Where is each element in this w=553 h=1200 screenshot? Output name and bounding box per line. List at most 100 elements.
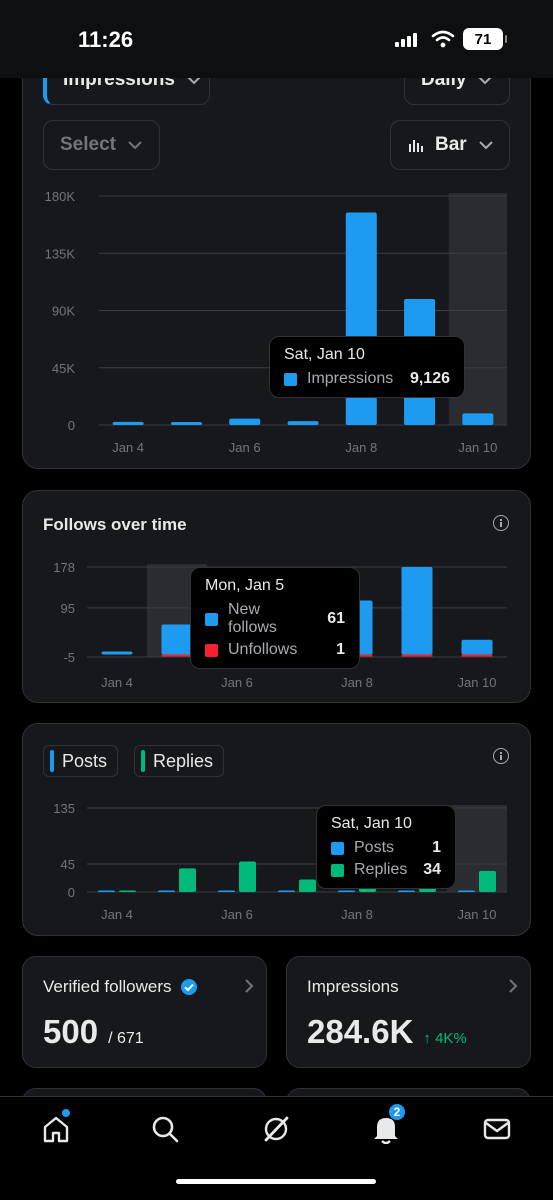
x-tick-label: Jan 8	[345, 440, 377, 455]
tooltip-value: 34	[423, 861, 441, 878]
y-tick-label: -5	[63, 650, 75, 665]
posts-color-mark	[50, 750, 54, 772]
highlight-column	[447, 805, 507, 892]
legend-replies-chip[interactable]: Replies	[134, 745, 225, 777]
legend-posts-chip[interactable]: Posts	[43, 745, 119, 777]
y-tick-label: 180K	[45, 189, 76, 204]
chevron-right-icon	[509, 979, 518, 993]
card-title: Follows over time	[43, 515, 187, 534]
x-tick-label: Jan 6	[221, 675, 253, 690]
verified-followers-title: Verified followers	[43, 977, 172, 996]
x-tick-label: Jan 4	[112, 440, 144, 455]
bar-impressions	[170, 422, 202, 425]
chevron-down-icon	[187, 75, 201, 84]
x-tick-label: Jan 10	[458, 440, 497, 455]
mail-icon	[483, 1118, 511, 1140]
verified-followers-total: / 671	[108, 1030, 144, 1047]
y-tick-label: 45	[61, 857, 75, 872]
tooltip-value: 1	[432, 839, 441, 856]
y-tick-label: 45K	[52, 361, 75, 376]
info-icon[interactable]	[493, 515, 509, 531]
nav-messages[interactable]	[477, 1111, 517, 1147]
bar-replies	[299, 879, 316, 892]
bar-replies	[479, 870, 496, 892]
x-tick-label: Jan 10	[457, 675, 496, 690]
chart-type-dropdown[interactable]: Bar	[390, 120, 510, 170]
tooltip-label: Unfollows	[228, 641, 298, 658]
y-tick-label: 90K	[52, 304, 75, 319]
bar-replies	[119, 890, 136, 892]
chevron-down-icon	[128, 140, 142, 149]
bar-impressions	[287, 421, 319, 425]
info-icon[interactable]	[493, 748, 509, 764]
search-icon	[152, 1116, 179, 1143]
select-dropdown[interactable]: Select	[43, 120, 160, 170]
bar-unfollows	[401, 654, 433, 657]
impressions-stat-card[interactable]: Impressions 284.6K ↑ 4K%	[286, 956, 531, 1068]
legend-posts-label: Posts	[62, 750, 108, 771]
chevron-right-icon	[245, 979, 254, 993]
bar-posts	[398, 890, 415, 892]
tooltip-label: Replies	[354, 861, 408, 878]
stat-value: 284.6K ↑ 4K%	[307, 1013, 467, 1051]
nav-home[interactable]	[36, 1109, 76, 1147]
follows-tooltip: Mon, Jan 5 New follows 61 Unfollows 1	[190, 567, 360, 669]
bar-replies	[179, 868, 196, 892]
impressions-tooltip: Sat, Jan 10 Impressions 9,126	[269, 336, 465, 398]
verified-followers-card[interactable]: Verified followers 500 / 671	[22, 956, 267, 1068]
chevron-down-icon	[478, 140, 493, 149]
status-icons: 71	[395, 28, 507, 50]
verified-badge-icon	[180, 979, 197, 995]
bar-new-follows	[101, 651, 133, 655]
bar-new-follows	[461, 639, 493, 655]
bar-unfollows	[161, 654, 193, 657]
home-icon	[43, 1116, 69, 1143]
follows-chart-card: Follows over time -5 95 178 Jan 4 Jan 6 Jan 8…	[22, 490, 531, 703]
bar-new-follows	[161, 624, 193, 655]
select-dropdown-label: Select	[60, 134, 116, 155]
x-tick-label: Jan 8	[341, 907, 373, 922]
chevron-down-icon	[478, 75, 493, 84]
posts-tooltip: Sat, Jan 10 Posts 1 Replies 34	[316, 805, 456, 889]
impressions-chart-card: Impressions Daily Select Bar 0 45K 90K 135K…	[22, 40, 531, 469]
stat-title: Verified followers	[43, 977, 198, 997]
x-tick-label: Jan 4	[101, 675, 133, 690]
nav-grok[interactable]	[256, 1111, 296, 1147]
posts-replies-bar-chart: 0 45 135 Jan 4 Jan 6 Jan 8 Jan 10	[53, 801, 507, 922]
bar-posts	[158, 890, 175, 892]
bottom-nav: 2	[0, 1096, 553, 1200]
grok-icon	[264, 1116, 289, 1142]
stat-title: Impressions	[307, 977, 399, 997]
bar-chart-icon	[409, 140, 423, 152]
bell-icon	[374, 1118, 398, 1144]
status-bar: 11:26 71	[0, 0, 553, 78]
tooltip-value: 61	[327, 610, 345, 627]
battery-indicator: 71	[463, 28, 507, 50]
posts-replies-chart-card: Posts Replies 0 45 135 Jan 4 Jan 6 Jan 8 Jan 1…	[22, 723, 531, 936]
notifications-badge: 2	[388, 1103, 406, 1121]
impressions-total: 284.6K	[307, 1013, 414, 1050]
bar-posts	[218, 890, 235, 892]
y-tick-label: 178	[53, 560, 75, 575]
stat-value: 500 / 671	[43, 1013, 144, 1051]
legend-swatch-new-follows	[205, 612, 218, 626]
legend-replies-label: Replies	[153, 750, 214, 771]
replies-color-mark	[141, 750, 145, 772]
nav-notifications[interactable]: 2	[366, 1103, 406, 1147]
tooltip-date: Mon, Jan 5	[205, 577, 285, 594]
verified-followers-count: 500	[43, 1013, 99, 1050]
home-notification-dot	[62, 1109, 70, 1117]
legend-swatch-unfollows	[205, 643, 218, 657]
bar-unfollows	[461, 654, 493, 657]
nav-search[interactable]	[145, 1111, 185, 1147]
tooltip-label: New follows	[228, 601, 277, 636]
x-tick-label: Jan 10	[457, 907, 496, 922]
chart-type-label: Bar	[435, 134, 467, 155]
bar-impressions	[462, 413, 494, 425]
y-tick-label: 95	[61, 601, 75, 616]
tooltip-value: 1	[336, 641, 345, 658]
y-tick-label: 0	[68, 885, 75, 900]
x-tick-label: Jan 6	[221, 907, 253, 922]
tooltip-label: Impressions	[307, 370, 394, 387]
tooltip-date: Sat, Jan 10	[331, 815, 412, 832]
